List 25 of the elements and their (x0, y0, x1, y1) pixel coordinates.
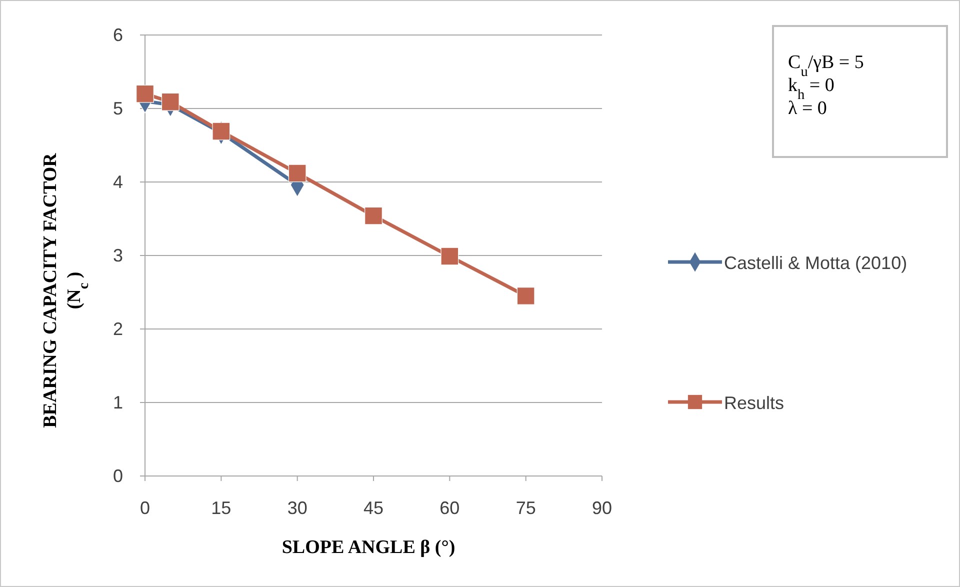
y-tick-label: 5 (112, 98, 123, 118)
point (440, 247, 459, 266)
x-axis-title: SLOPE ANGLE β (°) (282, 537, 456, 558)
y-tick-label: 3 (112, 246, 123, 266)
point (161, 92, 180, 111)
x-tick-label: 45 (363, 498, 384, 518)
point (288, 164, 306, 182)
x-tick-label: 90 (592, 498, 612, 518)
x-tick-label: 60 (440, 498, 460, 518)
point (364, 206, 382, 225)
y-tick-label: 1 (112, 392, 123, 412)
x-tick-label: 15 (211, 498, 232, 518)
x-tick-label: 0 (140, 498, 150, 518)
y-tick-label: 4 (112, 172, 123, 192)
point (136, 84, 154, 103)
point (516, 286, 535, 305)
legend-label: Castelli & Motta (2010) (724, 253, 908, 273)
x-tick-label: 30 (287, 498, 308, 518)
y-tick-label: 0 (112, 466, 123, 486)
y-tick-label: 6 (112, 25, 123, 45)
text: C$_{u}$/γB = 5 k$_{h}$ = 0 λ = 0 (788, 52, 864, 119)
y-tick-label: 2 (112, 319, 123, 339)
x-tick-label: 75 (516, 498, 536, 518)
legend-label: Results (724, 393, 784, 413)
point (212, 122, 230, 140)
